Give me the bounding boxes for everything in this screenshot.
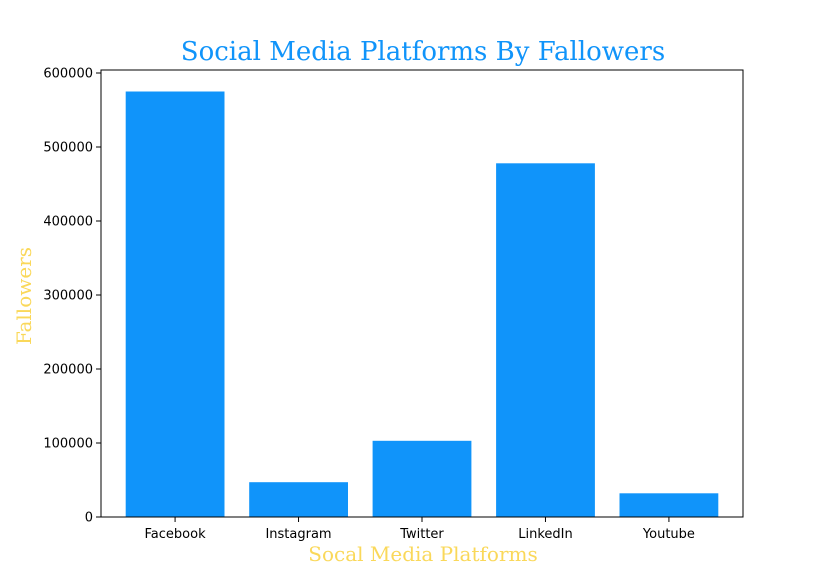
bar-linkedin: [496, 163, 595, 518]
y-tick-label: 600000: [43, 67, 93, 82]
bar-facebook: [125, 91, 225, 517]
y-axis-label: Fallowers: [12, 247, 36, 345]
x-axis-label: Socal Media Platforms: [308, 542, 537, 566]
y-tick-label: 400000: [43, 215, 93, 230]
y-tick-label: 0: [85, 511, 93, 526]
x-tick-label: Twitter: [399, 527, 444, 542]
y-tick-label: 500000: [43, 141, 93, 156]
bar-twitter: [372, 440, 472, 517]
plot-area: Facebook Instagram Twitter LinkedIn Youtube 0…: [43, 67, 744, 542]
y-tick-label: 100000: [43, 437, 93, 452]
y-tick-label: 300000: [43, 289, 93, 304]
plot-frame: [100, 69, 744, 518]
y-tick-label: 200000: [43, 363, 93, 378]
x-tick-label: Facebook: [145, 527, 207, 542]
x-tick-label: Youtube: [642, 527, 695, 542]
bar-instagram: [249, 482, 348, 517]
chart-title: Social Media Platforms By Fallowers: [181, 37, 665, 67]
x-tick-label: Instagram: [265, 527, 331, 542]
bar-youtube: [619, 493, 719, 517]
x-tick-label: LinkedIn: [518, 527, 572, 542]
